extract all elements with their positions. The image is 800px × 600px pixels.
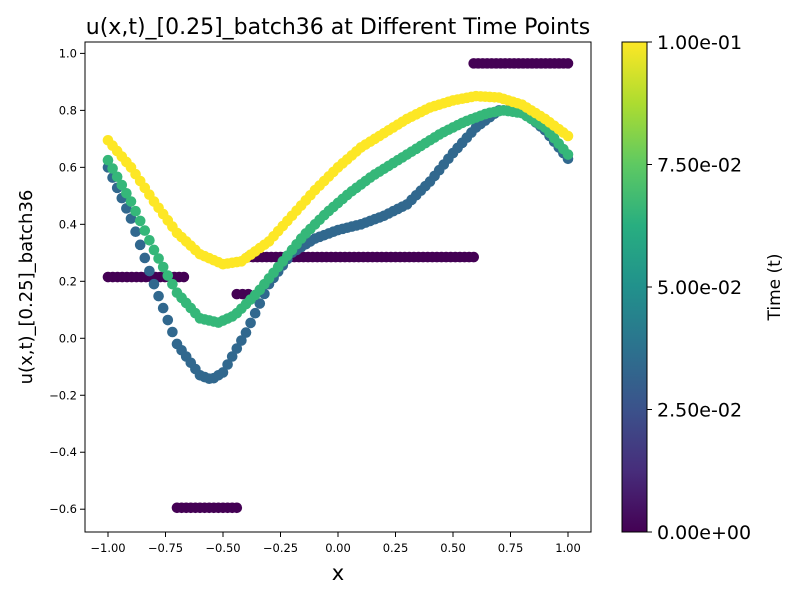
colorbar-label: Time (t) bbox=[765, 254, 785, 322]
colorbar-tick-label: 0.00e+00 bbox=[657, 522, 751, 544]
data-point bbox=[116, 179, 128, 191]
data-point bbox=[125, 196, 137, 207]
x-tick-label: 0.25 bbox=[383, 541, 409, 555]
data-points bbox=[102, 58, 574, 514]
data-point bbox=[240, 327, 252, 338]
data-point bbox=[254, 298, 266, 309]
data-point bbox=[249, 307, 261, 319]
data-point bbox=[130, 226, 141, 238]
y-tick-label: −0.6 bbox=[49, 502, 77, 516]
series-t-0.1 bbox=[102, 90, 574, 270]
x-axis-ticks: −1.00 −0.75 −0.50 −0.25 0.00 0.25 0.50 0.75 1.00 bbox=[90, 532, 581, 555]
data-point bbox=[111, 171, 123, 183]
series-t-0.025 bbox=[102, 105, 574, 385]
data-point bbox=[153, 253, 164, 264]
x-tick-label: 1.00 bbox=[555, 541, 581, 555]
data-point bbox=[157, 261, 169, 273]
data-point bbox=[107, 163, 118, 174]
data-point bbox=[231, 502, 243, 514]
data-point bbox=[139, 225, 151, 236]
data-point bbox=[562, 149, 574, 160]
data-point bbox=[222, 359, 233, 370]
data-point bbox=[167, 278, 178, 290]
data-point bbox=[139, 252, 151, 264]
data-point bbox=[130, 205, 141, 217]
y-tick-label: −0.4 bbox=[49, 445, 77, 459]
data-point bbox=[217, 367, 229, 378]
data-point bbox=[148, 244, 160, 256]
colorbar-tick-label: 2.50e-02 bbox=[657, 400, 742, 422]
chart-title: u(x,t)_[0.25]_batch36 at Different Time … bbox=[86, 15, 590, 40]
data-point bbox=[144, 234, 155, 246]
data-point bbox=[102, 154, 114, 166]
x-tick-label: 0.00 bbox=[325, 541, 351, 555]
data-point bbox=[231, 343, 243, 354]
colorbar-tick-label: 1.00e-01 bbox=[657, 32, 742, 54]
y-tick-label: 0.4 bbox=[59, 217, 77, 231]
x-tick-label: 0.75 bbox=[498, 541, 524, 555]
data-point bbox=[162, 314, 174, 326]
x-tick-label: −0.25 bbox=[263, 541, 298, 555]
data-point bbox=[167, 326, 178, 338]
data-point bbox=[134, 239, 146, 251]
y-tick-label: 1.0 bbox=[59, 46, 77, 60]
colorbar-ticks: 0.00e+00 2.50e-02 5.00e-02 7.50e-02 1.00e-01 bbox=[647, 32, 751, 544]
data-point bbox=[134, 215, 146, 227]
colorbar-tick-label: 5.00e-02 bbox=[657, 277, 742, 299]
y-tick-label: 0.2 bbox=[59, 274, 77, 288]
data-point bbox=[157, 302, 169, 314]
data-point bbox=[162, 270, 174, 281]
series-t-0.075 bbox=[102, 105, 574, 328]
y-tick-label: 0.0 bbox=[59, 331, 77, 345]
data-point bbox=[562, 130, 574, 142]
data-point bbox=[178, 271, 190, 283]
data-point bbox=[236, 335, 247, 346]
data-point bbox=[144, 265, 155, 277]
data-point bbox=[121, 187, 132, 199]
x-tick-label: −0.50 bbox=[205, 541, 240, 555]
y-axis-label: u(x,t)_[0.25]_batch36 bbox=[16, 190, 37, 385]
colorbar bbox=[621, 41, 648, 533]
data-point bbox=[562, 58, 574, 69]
data-point bbox=[245, 317, 256, 329]
y-tick-label: −0.2 bbox=[49, 388, 77, 402]
data-point bbox=[226, 351, 238, 362]
data-point bbox=[153, 290, 164, 302]
x-tick-label: 0.50 bbox=[440, 541, 466, 555]
x-axis-label: x bbox=[332, 561, 344, 585]
y-tick-label: 0.8 bbox=[59, 103, 77, 117]
y-axis-ticks: −0.6 −0.4 −0.2 0.0 0.2 0.4 0.6 0.8 1.0 bbox=[49, 46, 85, 516]
data-point bbox=[468, 251, 480, 263]
x-tick-label: −1.00 bbox=[90, 541, 125, 555]
x-tick-label: −0.75 bbox=[148, 541, 183, 555]
colorbar-tick-label: 7.50e-02 bbox=[657, 155, 742, 177]
data-point bbox=[148, 278, 160, 290]
y-tick-label: 0.6 bbox=[59, 160, 77, 174]
